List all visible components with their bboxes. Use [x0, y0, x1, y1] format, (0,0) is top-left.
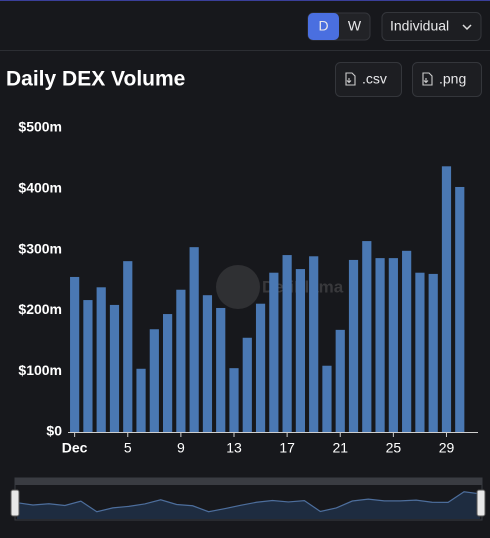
y-tick-label: $100m: [18, 362, 62, 378]
bar: [295, 269, 305, 432]
y-tick-label: $200m: [18, 301, 62, 317]
x-tick-label: 17: [279, 440, 295, 456]
bar: [282, 255, 292, 432]
bar: [441, 166, 452, 432]
x-tick-label: Dec: [62, 440, 88, 456]
bar: [163, 314, 173, 432]
day-label: D: [318, 18, 328, 34]
x-tick-label: 25: [386, 440, 402, 456]
dropdown-chevron: [462, 24, 472, 31]
mode-dropdown[interactable]: [381, 12, 482, 41]
bar: [428, 273, 438, 432]
brush-handle-left[interactable]: [10, 489, 20, 517]
bar: [322, 365, 332, 432]
bar: [375, 258, 385, 432]
bar: [402, 250, 412, 432]
bar: [149, 329, 159, 432]
bar: [96, 287, 106, 432]
bar: [83, 300, 93, 432]
minimap-line: [16, 491, 481, 513]
bar: [70, 276, 80, 432]
bar: [189, 247, 199, 432]
download-icon: [422, 72, 433, 86]
bar: [255, 303, 266, 432]
csv-label: .csv: [362, 71, 387, 87]
x-tick-label: 29: [439, 440, 455, 456]
bar: [229, 368, 239, 432]
bar: [123, 261, 133, 432]
bar: [136, 368, 146, 432]
week-label[interactable]: W: [348, 18, 362, 34]
bar: [415, 272, 425, 432]
download-icon: [345, 72, 356, 86]
chart-title: Daily DEX Volume: [6, 68, 185, 91]
y-tick-label: $300m: [18, 240, 62, 256]
bar: [348, 259, 359, 432]
csv-button[interactable]: [335, 62, 402, 97]
bar: [388, 258, 398, 432]
png-label: .png: [439, 71, 466, 87]
y-tick-label: $0: [46, 423, 62, 439]
x-tick-label: 13: [226, 440, 242, 456]
brush-handle-right[interactable]: [476, 489, 486, 517]
day-button[interactable]: [308, 13, 339, 40]
bar: [216, 307, 226, 432]
bar: [335, 329, 345, 432]
png-button[interactable]: [412, 62, 482, 97]
brush-bar[interactable]: [15, 478, 482, 485]
bar: [309, 256, 319, 432]
x-tick-label: 21: [332, 440, 348, 456]
bar: [269, 272, 279, 432]
mode-label: Individual: [390, 18, 449, 34]
plot: $0 $100m $200m $300m $400m $500m Dec 5 9 13 17 21 25…: [16, 119, 481, 519]
bar: [109, 304, 120, 432]
y-tick-label: $400m: [18, 180, 62, 196]
bar: [202, 295, 213, 432]
bar: [455, 186, 465, 432]
bar: [176, 289, 186, 432]
watermark-logo: [216, 265, 260, 309]
bar: [362, 241, 372, 432]
minimap-area: [17, 491, 480, 519]
x-tick-label: 5: [124, 440, 132, 456]
x-tick-label: 9: [177, 440, 185, 456]
bar: [242, 337, 252, 432]
y-tick-label: $500m: [18, 119, 62, 135]
